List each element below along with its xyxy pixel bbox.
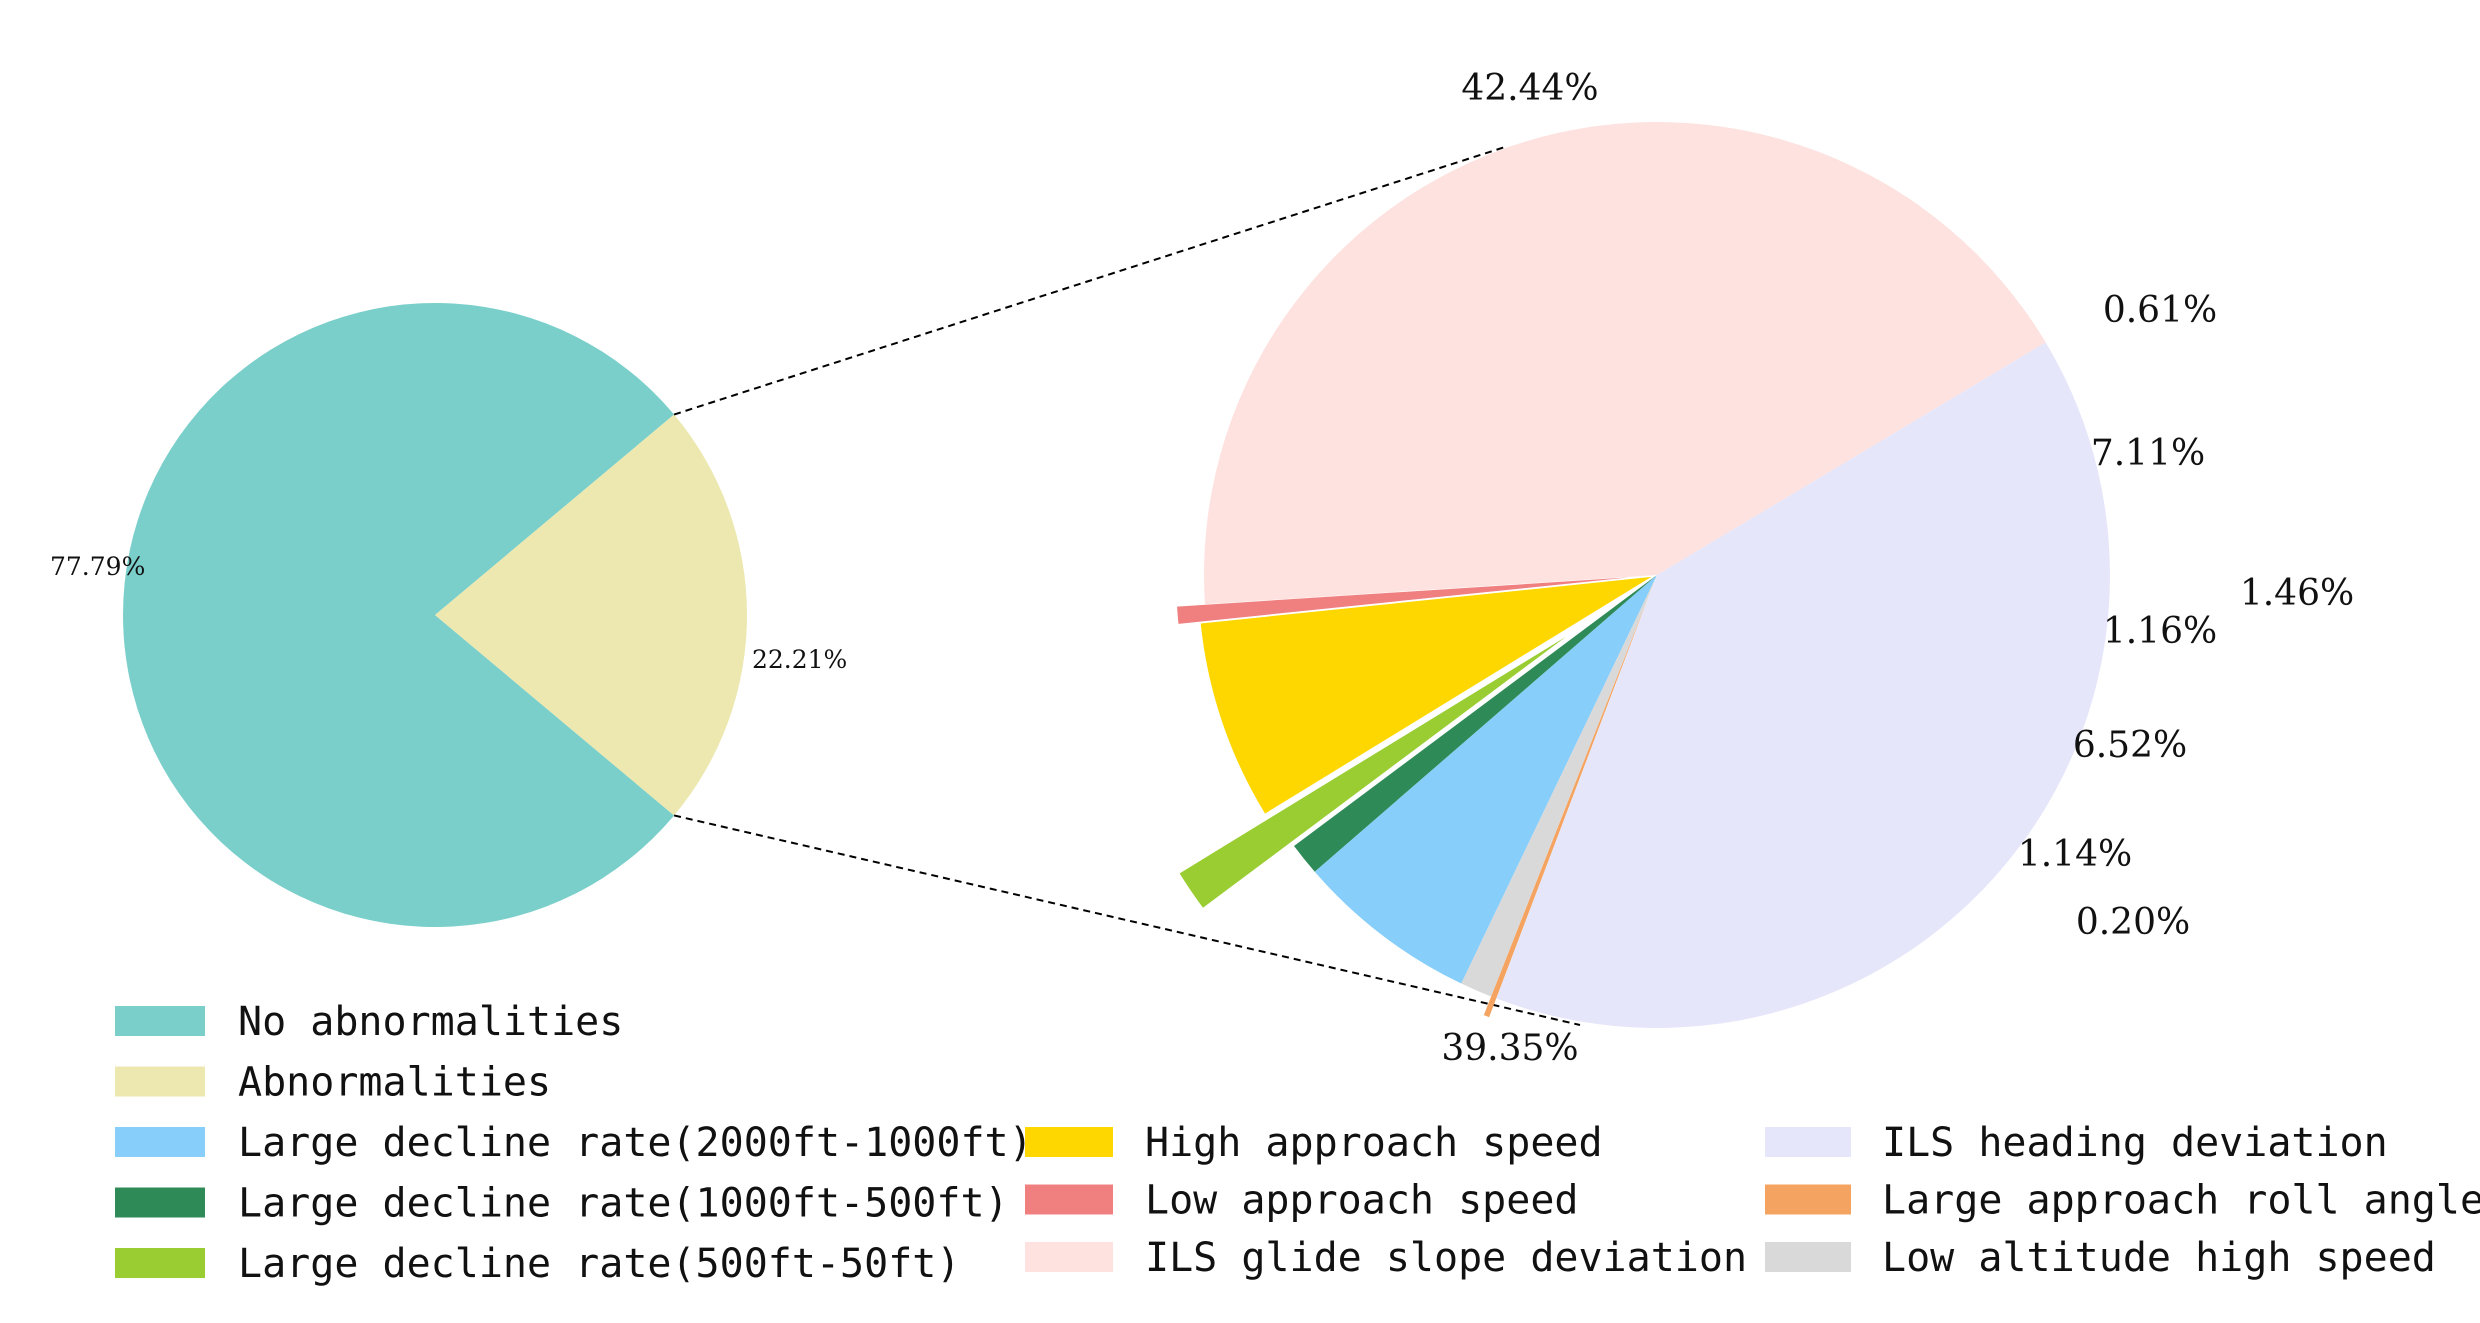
legend-swatch [1765,1127,1851,1157]
label-large-approach-roll-angle: 0.20% [2076,902,2190,943]
legend-swatch [115,1187,205,1218]
legend-label: High approach speed [1145,1120,1603,1166]
slice-large-approach-roll-angle [1483,593,1650,1018]
legend: No abnormalities Abnormalities Large decli… [115,999,2480,1287]
legend-item-abnormalities: Abnormalities [115,1060,551,1106]
slice-low-approach-speed [1177,577,1630,624]
legend-swatch [115,1066,205,1097]
legend-label: Abnormalities [238,1060,551,1106]
legend-label: Large decline rate(2000ft-1000ft) [238,1120,1033,1166]
slice-large-decline-rate-500ft-50ft [1179,636,1566,908]
legend-item-large-decline-rate-1000ft-500ft: Large decline rate(1000ft-500ft) [115,1181,1009,1227]
legend-swatch [1765,1184,1851,1215]
slice-low-altitude-high-speed [1461,575,1657,997]
overall-pie: 77.79% 22.21% [50,303,847,928]
slice-ils-heading-deviation [1496,342,2110,1028]
legend-label: Large approach roll angle [1882,1178,2480,1224]
label-low-altitude-high-speed: 1.14% [2018,834,2132,875]
legend-swatch [115,1006,205,1036]
label-large-decline-rate-2000ft-1000ft: 6.52% [2073,725,2187,766]
legend-item-no-abnormalities: No abnormalities [115,999,623,1045]
label-high-approach-speed: 7.11% [2091,433,2205,474]
label-large-decline-rate-500ft-50ft: 1.46% [2240,573,2354,614]
legend-swatch [1765,1242,1851,1272]
legend-item-ils-glide-slope-deviation: ILS glide slope deviation [1025,1235,1747,1281]
label-no-abnormalities: 77.79% [50,552,145,581]
legend-label: No abnormalities [238,999,623,1045]
label-abnormalities: 22.21% [752,645,847,674]
slice-abnormalities [435,414,747,816]
legend-label: ILS heading deviation [1882,1120,2388,1166]
legend-label: ILS glide slope deviation [1145,1235,1747,1281]
legend-item-ils-heading-deviation: ILS heading deviation [1765,1120,2388,1166]
slice-high-approach-speed [1200,576,1652,814]
label-low-approach-speed: 0.61% [2103,290,2217,331]
legend-item-large-decline-rate-500ft-50ft: Large decline rate(500ft-50ft) [115,1241,960,1287]
legend-swatch [1025,1242,1113,1272]
connector-lower [673,814,1581,1026]
legend-swatch [115,1127,205,1157]
legend-swatch [1025,1184,1113,1215]
label-large-decline-rate-1000ft-500ft: 1.16% [2103,611,2217,652]
label-ils-heading-deviation: 39.35% [1441,1028,1578,1069]
legend-item-large-approach-roll-angle: Large approach roll angle [1765,1178,2480,1224]
slice-no-abnormalities [122,303,675,928]
legend-item-low-altitude-high-speed: Low altitude high speed [1765,1235,2436,1281]
connector-upper [673,146,1506,416]
label-ils-glide-slope-deviation: 42.44% [1461,68,1598,109]
legend-item-large-decline-rate-2000ft-1000ft: Large decline rate(2000ft-1000ft) [115,1120,1033,1166]
legend-swatch [1025,1127,1113,1157]
legend-label: Large decline rate(1000ft-500ft) [238,1181,1009,1227]
abnormalities-breakdown-pie: 42.44% 0.61% 7.11% 1.46% 1.16% 6.52% 1.14% 0.20… [1177,68,2354,1069]
zoom-connectors [673,146,1581,1026]
legend-item-low-approach-speed: Low approach speed [1025,1178,1578,1224]
legend-label: Large decline rate(500ft-50ft) [238,1241,960,1287]
legend-item-high-approach-speed: High approach speed [1025,1120,1603,1166]
slice-large-decline-rate-2000ft-1000ft [1314,575,1657,984]
legend-label: Low altitude high speed [1882,1235,2436,1281]
slice-ils-glide-slope-deviation [1203,122,2046,605]
slice-large-decline-rate-1000ft-500ft [1294,575,1657,872]
legend-swatch [115,1248,205,1278]
legend-label: Low approach speed [1145,1178,1578,1224]
